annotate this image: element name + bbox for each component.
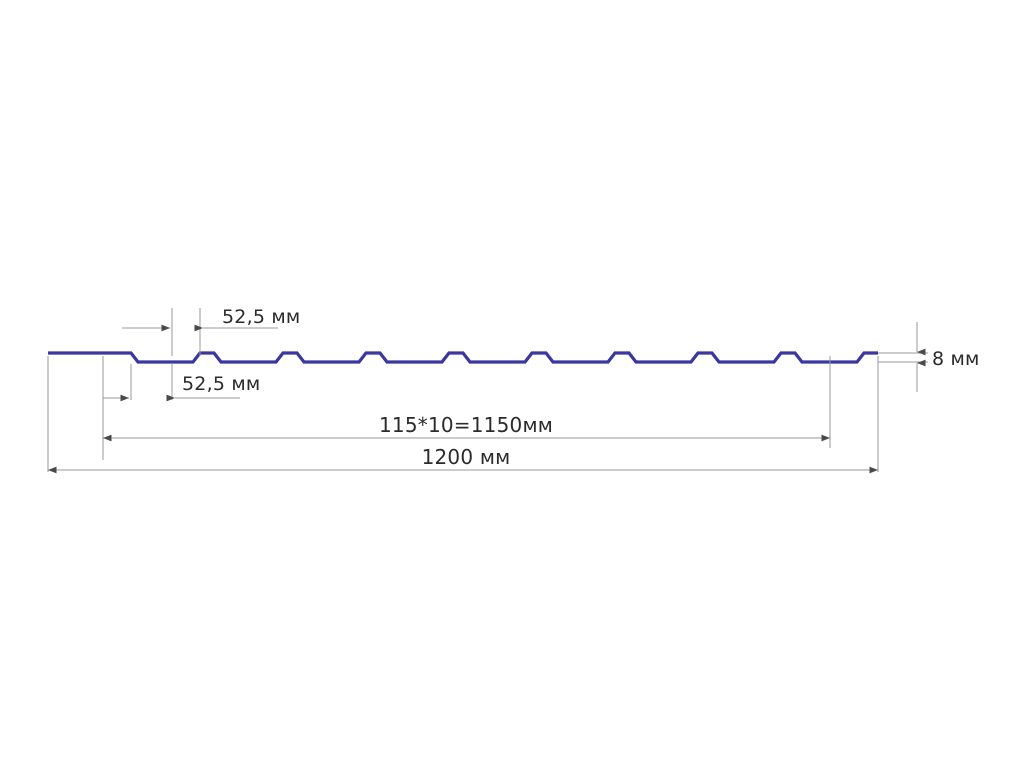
dimension-label-height: 8 мм (932, 348, 980, 370)
dimension-label-pitch-top: 52,5 мм (222, 306, 300, 328)
profile-outline-group (48, 351, 878, 364)
extension-lines-group (47, 308, 928, 472)
dimension-label-working-width: 115*10=1150мм (379, 413, 553, 437)
dimension-total-width: 1200 мм (48, 445, 878, 474)
profile-outline-path (48, 351, 878, 364)
dimension-pitch-bottom: 52,5 мм (103, 373, 260, 402)
dimension-working-width: 115*10=1150мм (103, 413, 830, 442)
dimension-label-pitch-bottom: 52,5 мм (182, 373, 260, 395)
dimension-label-total-width: 1200 мм (422, 445, 511, 469)
dimension-pitch-top: 52,5 мм (122, 306, 300, 332)
dimension-height: 8 мм (916, 338, 980, 378)
